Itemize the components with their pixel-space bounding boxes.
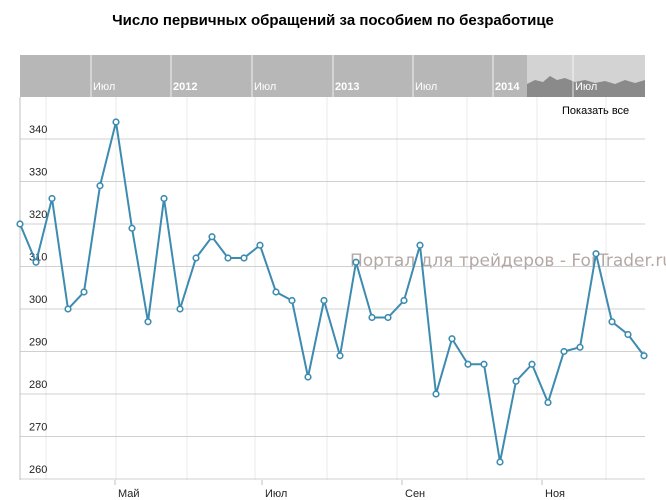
chart-title: Число первичных обращений за пособием по… [112, 12, 554, 29]
y-tick-label: 330 [29, 167, 47, 179]
data-point[interactable] [128, 224, 136, 232]
data-point[interactable] [160, 194, 168, 203]
y-tick-label: 340 [29, 124, 47, 136]
y-tick-label: 280 [29, 379, 47, 391]
data-point[interactable] [16, 220, 24, 228]
y-tick-label: 320 [29, 209, 47, 221]
data-point[interactable] [320, 296, 328, 305]
data-point[interactable] [368, 313, 376, 322]
data-point[interactable] [224, 254, 232, 262]
data-point[interactable] [448, 335, 456, 343]
data-point[interactable] [256, 241, 264, 249]
data-point[interactable] [384, 313, 392, 322]
data-point[interactable] [416, 241, 424, 249]
data-point[interactable] [240, 254, 248, 262]
data-point[interactable] [336, 352, 344, 360]
data-point[interactable] [192, 254, 200, 262]
data-point[interactable] [112, 118, 120, 126]
y-tick-label: 270 [29, 422, 47, 434]
watermark: Портал для трейдеров - ForTrader.ru [350, 251, 666, 271]
series-line [19, 121, 645, 463]
data-point[interactable] [496, 458, 504, 466]
data-point[interactable] [608, 318, 616, 326]
y-tick-label: 300 [29, 294, 47, 306]
x-tick-label: Ноя [545, 488, 565, 500]
data-point[interactable] [624, 330, 632, 339]
data-point[interactable] [512, 377, 520, 385]
y-tick-label: 290 [29, 337, 47, 349]
navigator-label: 2013 [335, 81, 359, 93]
data-point[interactable] [544, 398, 552, 407]
data-point[interactable] [576, 343, 584, 351]
navigator-label: Июл [415, 81, 437, 93]
data-point[interactable] [80, 288, 88, 296]
data-point[interactable] [96, 182, 104, 190]
data-point[interactable] [64, 305, 72, 313]
y-tick-label: 260 [29, 464, 47, 476]
data-point[interactable] [640, 352, 648, 360]
x-tick-label: Июл [265, 488, 287, 500]
data-point[interactable] [144, 318, 152, 326]
data-point[interactable] [304, 373, 312, 381]
navigator-label: Июл [93, 81, 115, 93]
navigator-label: Июл [575, 81, 597, 93]
navigator-label: 2014 [495, 81, 520, 93]
data-point[interactable] [288, 296, 296, 305]
navigator-label: 2012 [173, 81, 197, 93]
x-tick-label: Май [118, 488, 140, 500]
data-point[interactable] [432, 390, 440, 398]
navigator-series-area [527, 76, 645, 97]
data-point[interactable] [48, 194, 56, 203]
x-tick-label: Сен [405, 488, 425, 500]
data-point[interactable] [208, 233, 216, 241]
data-point[interactable] [592, 250, 600, 258]
data-point[interactable] [32, 258, 40, 266]
show-all-button[interactable]: Показать все [562, 105, 630, 117]
data-point[interactable] [400, 296, 408, 305]
data-point[interactable] [464, 360, 472, 368]
data-point[interactable] [272, 288, 280, 296]
data-point[interactable] [528, 360, 536, 368]
data-point[interactable] [480, 360, 488, 368]
navigator-label: Июл [254, 81, 276, 93]
data-point[interactable] [352, 258, 360, 266]
data-point[interactable] [176, 305, 184, 313]
data-point[interactable] [560, 347, 568, 356]
